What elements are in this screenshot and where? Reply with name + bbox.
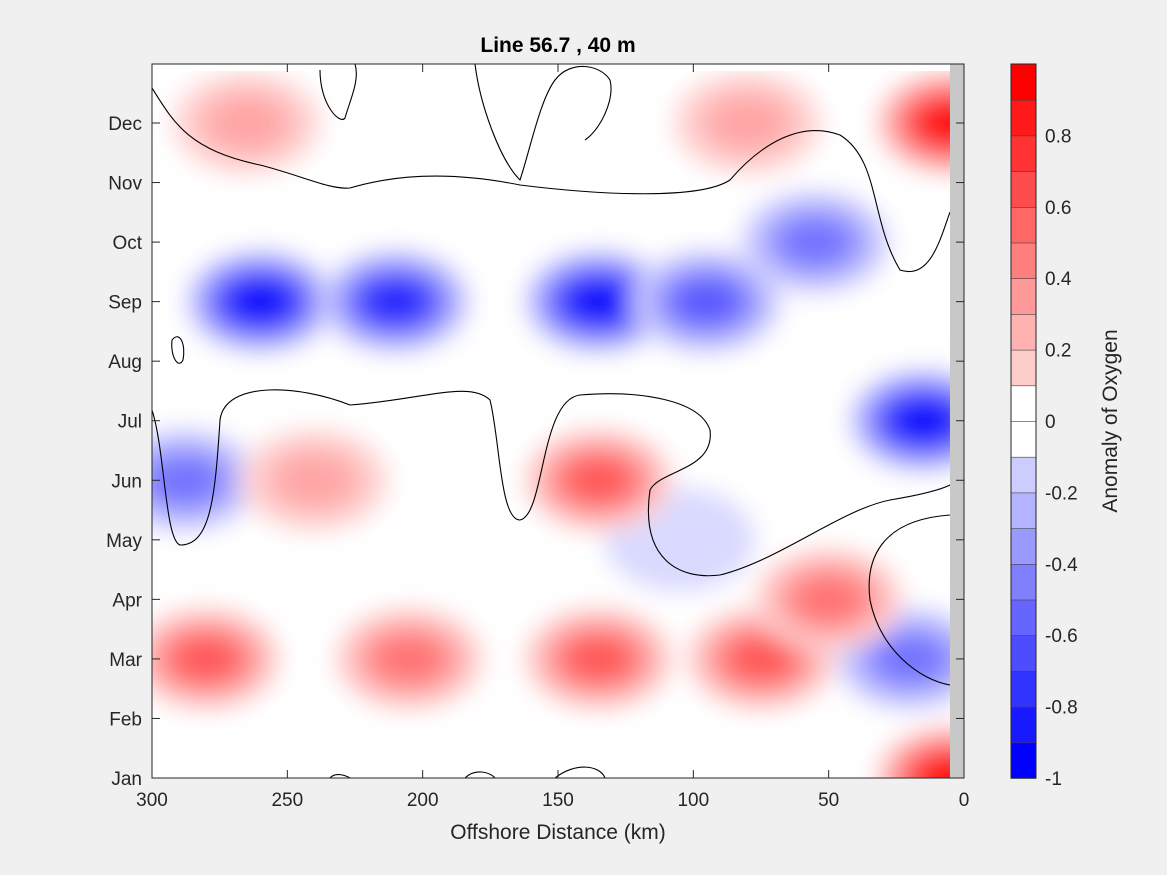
colorbar-segment <box>1010 527 1037 565</box>
colorbar-segment <box>1010 634 1037 672</box>
y-tick-label: Aug <box>108 352 142 373</box>
x-tick-label: 50 <box>818 790 839 811</box>
x-tick-label: 250 <box>271 790 303 811</box>
colorbar-tick-label: -0.6 <box>1045 626 1078 647</box>
anomaly-level-6-4 <box>153 460 216 501</box>
zero-contour-7 <box>464 771 496 778</box>
x-tick-label: 300 <box>136 790 168 811</box>
colorbar-tick-label: 0 <box>1045 412 1056 433</box>
y-tick-label: Jun <box>111 471 142 492</box>
anomaly-level-4-4 <box>784 222 847 263</box>
anomaly-level-16-2 <box>276 454 353 506</box>
colorbar-segment <box>1010 206 1037 244</box>
colorbar-frame <box>1010 63 1037 779</box>
anomaly-level-17-4 <box>797 579 860 620</box>
anomaly-level-19-2 <box>709 97 786 149</box>
anomaly-level-7-4 <box>878 638 941 679</box>
anomaly-level-3-5 <box>677 282 737 321</box>
anomaly-level-9-8 <box>924 106 950 140</box>
y-tick-label: Oct <box>112 233 142 254</box>
y-axis-ticks: Jan Feb Mar Apr May Jun Jul Aug Sep Oct Nov Dec <box>106 114 964 790</box>
zero-contour-3 <box>319 64 357 120</box>
zero-contour-2 <box>868 514 950 686</box>
anomaly-level-13-5 <box>569 640 628 678</box>
colorbar-segment <box>1010 384 1037 422</box>
anomaly-level-0-8 <box>234 285 287 319</box>
anomaly-level-12-4 <box>378 638 441 679</box>
colorbar-segment <box>1010 563 1037 601</box>
chart-title: Line 56.7 , 40 m <box>480 34 635 57</box>
colorbar-segment <box>1010 741 1037 779</box>
x-tick-label: 200 <box>407 790 439 811</box>
zero-contour-8 <box>554 766 606 778</box>
colorbar-segment <box>1010 170 1037 208</box>
colorbar-segment <box>1010 99 1037 137</box>
colorbar-segment <box>1010 420 1037 458</box>
x-tick-label: 150 <box>542 790 574 811</box>
x-tick-label: 100 <box>677 790 709 811</box>
colorbar-segment <box>1010 599 1037 637</box>
zero-contour-1 <box>152 389 950 577</box>
colorbar-tick-label: 0.8 <box>1045 126 1071 147</box>
colorbar-segment <box>1010 492 1037 529</box>
y-tick-label: May <box>106 531 142 552</box>
colorbar-tick-label: -0.4 <box>1045 555 1078 576</box>
colorbar-segment <box>1010 313 1037 351</box>
colorbar-tick-label: 0.2 <box>1045 341 1071 362</box>
zero-contour-5 <box>171 336 185 364</box>
plot-area: 300 250 200 150 100 50 0 Jan Feb Mar Apr May Jun Jul… <box>106 63 969 811</box>
colorbar-tick-label: -0.8 <box>1045 698 1078 719</box>
colorbar-segment <box>1010 349 1037 387</box>
zero-contour-0 <box>152 87 950 273</box>
x-axis-label: Offshore Distance (km) <box>450 821 666 844</box>
anomaly-level-18-2 <box>208 97 286 149</box>
zero-contour-6 <box>329 774 351 778</box>
colorbar: -1 -0.8 -0.6 -0.4 -0.2 0 0.2 0.4 0.6 0.8 <box>1010 63 1078 790</box>
y-tick-label: Apr <box>112 590 142 611</box>
colorbar-segment <box>1010 63 1037 101</box>
zero-contour-lines <box>152 64 950 778</box>
colorbar-segment <box>1010 670 1037 708</box>
anomaly-level-10-8 <box>924 761 950 778</box>
colorbar-segment <box>1010 706 1037 744</box>
colorbar-segment <box>1010 135 1037 172</box>
colorbar-segment <box>1010 456 1037 494</box>
x-tick-label: 0 <box>959 790 970 811</box>
y-tick-label: Sep <box>108 293 142 314</box>
y-tick-label: Dec <box>108 114 142 135</box>
colorbar-tick-label: 0.4 <box>1045 269 1072 290</box>
anomaly-level-5-8 <box>897 404 950 438</box>
anomaly-level-15-5 <box>569 461 628 499</box>
y-tick-label: Nov <box>108 174 142 195</box>
colorbar-tick-label: 0.6 <box>1045 198 1071 219</box>
colorbar-segment <box>1010 277 1037 315</box>
anomaly-level-11-5 <box>176 640 236 678</box>
colorbar-segment <box>1010 242 1037 280</box>
y-tick-label: Mar <box>109 650 142 671</box>
anomaly-level-14-5 <box>731 640 791 678</box>
y-tick-label: Jan <box>111 769 142 790</box>
colorbar-tick-label: -1 <box>1045 769 1062 790</box>
anomaly-field <box>152 71 950 778</box>
x-axis-ticks: 300 250 200 150 100 50 0 <box>136 64 969 811</box>
anomaly-level-2-8 <box>572 285 625 319</box>
y-tick-label: Jul <box>118 412 142 433</box>
colorbar-tick-label: -0.2 <box>1045 483 1078 504</box>
colorbar-label: Anomaly of Oxygen <box>1099 329 1122 512</box>
zero-contour-4 <box>474 64 612 182</box>
anomaly-level-1-7 <box>368 284 423 319</box>
y-tick-label: Feb <box>109 709 142 730</box>
